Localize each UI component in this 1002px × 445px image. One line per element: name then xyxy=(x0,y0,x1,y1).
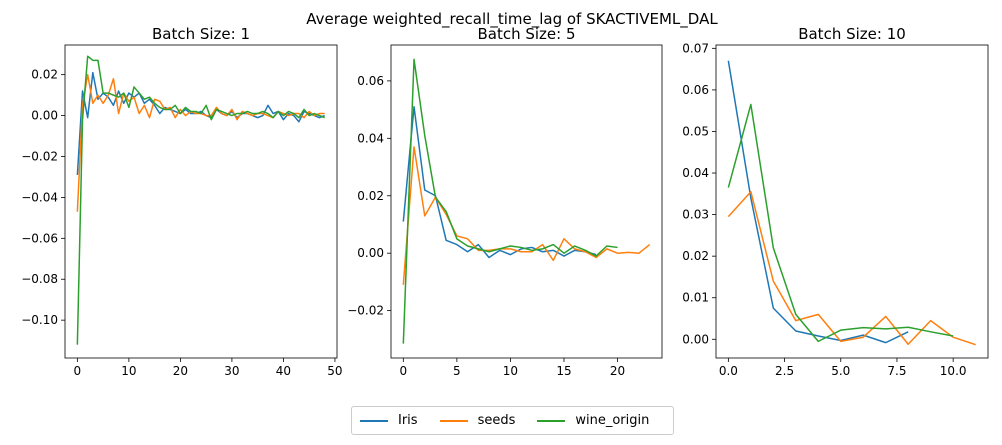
subplot-title: Batch Size: 10 xyxy=(798,25,906,43)
x-tick-label: 0 xyxy=(399,364,407,378)
y-tick-label: −0.02 xyxy=(347,304,384,318)
series-line-iris xyxy=(727,60,909,344)
y-tick-label: −0.06 xyxy=(21,231,58,245)
legend-item-wine-origin: wine_origin xyxy=(537,413,649,428)
y-tick-label: 0.00 xyxy=(682,332,709,346)
figure-title: Average weighted_recall_time_lag of SKAC… xyxy=(306,10,718,29)
y-tick-label: −0.08 xyxy=(21,272,58,286)
series-line-wine-origin xyxy=(402,58,618,344)
legend-label-iris: Iris xyxy=(398,413,418,428)
series-line-wine-origin xyxy=(76,55,325,345)
subplot-2: Batch Size: 5 0 5 10 15 20 −0.02 0.00 0.02 0.04 0.… xyxy=(347,25,663,378)
y-tick-label: 0.00 xyxy=(357,246,384,260)
subplot-1: Batch Size: 1 0 10 20 30 40 50 −0.10 −0.08 −0.06 −… xyxy=(21,25,342,378)
plot-frame xyxy=(64,44,338,359)
x-tick-label: 15 xyxy=(556,364,571,378)
y-tick-label: 0.04 xyxy=(357,131,384,145)
y-tick-label: −0.10 xyxy=(21,313,58,327)
series-line-iris xyxy=(76,71,325,175)
y-tick-label: −0.02 xyxy=(21,149,58,163)
legend-swatch-iris xyxy=(360,419,388,422)
subplot-title: Batch Size: 5 xyxy=(477,25,575,43)
y-tick-label: 0.06 xyxy=(357,74,384,88)
y-tick-label: 0.02 xyxy=(357,189,384,203)
series-line-seeds xyxy=(402,146,651,285)
legend-swatch-seeds xyxy=(439,419,468,422)
y-tick-label: 0.01 xyxy=(682,291,709,305)
legend-item-iris: Iris xyxy=(360,413,418,428)
y-tick-label: 0.07 xyxy=(682,41,709,55)
legend-label-seeds: seeds xyxy=(477,413,516,428)
legend-swatch-wine-origin xyxy=(537,419,566,422)
y-tick-label: 0.02 xyxy=(682,249,709,263)
y-tick-label: 0.03 xyxy=(682,208,709,222)
legend: Iris seeds wine_origin xyxy=(351,406,674,435)
subplot-title: Batch Size: 1 xyxy=(152,25,250,43)
y-tick-label: −0.04 xyxy=(21,190,58,204)
y-tick-label: 0.04 xyxy=(682,166,709,180)
y-tick-label: 0.00 xyxy=(31,109,58,123)
series-line-seeds xyxy=(727,190,976,346)
series-line-wine-origin xyxy=(727,103,954,343)
x-tick-label: 5.0 xyxy=(831,364,850,378)
x-tick-label: 2.5 xyxy=(775,364,794,378)
x-tick-label: 30 xyxy=(224,364,239,378)
legend-item-seeds: seeds xyxy=(439,413,516,428)
x-tick-label: 5 xyxy=(453,364,461,378)
x-tick-label: 50 xyxy=(327,364,342,378)
x-tick-label: 10 xyxy=(503,364,518,378)
y-tick-label: 0.02 xyxy=(31,68,58,82)
x-tick-label: 20 xyxy=(173,364,188,378)
x-tick-label: 7.5 xyxy=(887,364,906,378)
legend-label-wine-origin: wine_origin xyxy=(575,413,650,428)
x-tick-label: 0.0 xyxy=(719,364,738,378)
x-tick-label: 10 xyxy=(121,364,136,378)
x-tick-label: 20 xyxy=(610,364,625,378)
x-tick-label: 40 xyxy=(276,364,291,378)
x-tick-label: 0 xyxy=(74,364,82,378)
plot-frame xyxy=(390,44,663,359)
x-tick-label: 10.0 xyxy=(940,364,967,378)
y-tick-label: 0.06 xyxy=(682,83,709,97)
y-tick-label: 0.05 xyxy=(682,124,709,138)
subplot-3: Batch Size: 10 0.0 2.5 5.0 7.5 10.0 0.00 0.01 0.… xyxy=(682,25,989,378)
plot-frame xyxy=(715,44,989,359)
